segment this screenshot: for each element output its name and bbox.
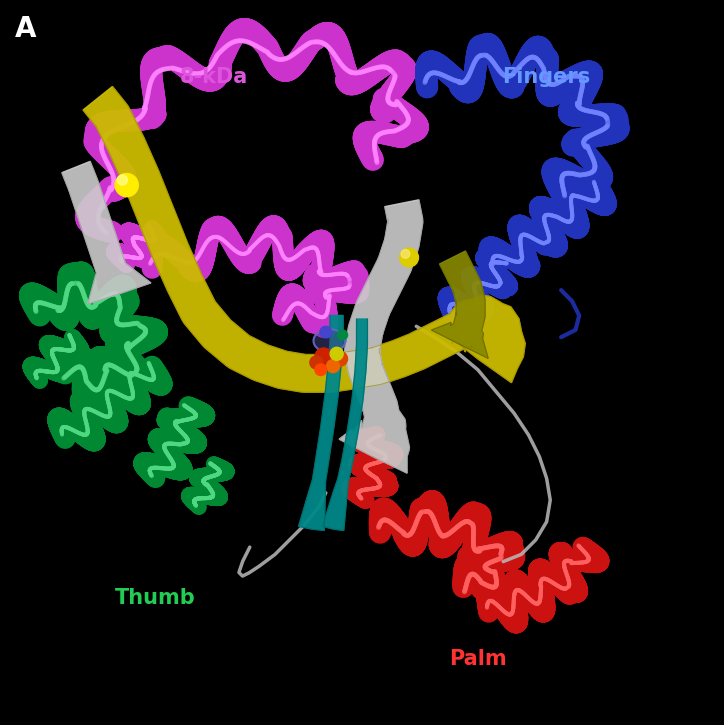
Text: A: A xyxy=(14,15,36,43)
Polygon shape xyxy=(313,329,345,352)
Polygon shape xyxy=(83,86,525,392)
Circle shape xyxy=(333,352,348,366)
Polygon shape xyxy=(298,315,343,531)
Polygon shape xyxy=(339,200,423,473)
Polygon shape xyxy=(323,319,367,531)
Circle shape xyxy=(320,326,332,338)
Circle shape xyxy=(330,347,343,360)
Circle shape xyxy=(337,330,348,340)
Circle shape xyxy=(117,175,127,185)
Text: Palm: Palm xyxy=(449,650,507,669)
Circle shape xyxy=(315,364,327,376)
Circle shape xyxy=(315,348,332,365)
Circle shape xyxy=(115,173,138,196)
Circle shape xyxy=(401,249,410,258)
Polygon shape xyxy=(62,162,151,304)
Text: 8-kDa: 8-kDa xyxy=(180,67,248,86)
Circle shape xyxy=(310,356,323,369)
Circle shape xyxy=(327,360,340,373)
Text: Fingers: Fingers xyxy=(502,67,591,86)
Text: Thumb: Thumb xyxy=(115,588,196,608)
Circle shape xyxy=(400,248,418,267)
Polygon shape xyxy=(432,251,488,358)
